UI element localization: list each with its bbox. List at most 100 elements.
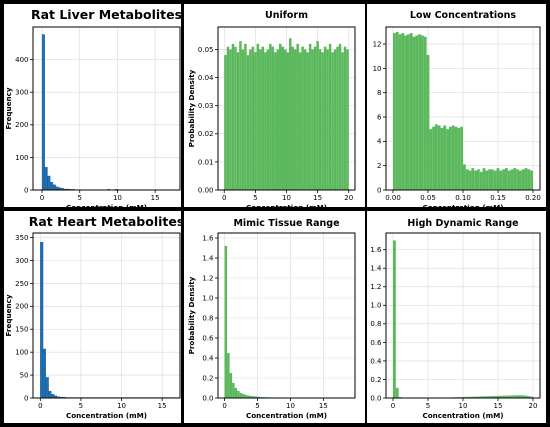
histogram-bar [244, 43, 247, 190]
y-tick-label: 200 [15, 121, 28, 129]
histogram-bar [519, 395, 522, 398]
histogram-bar [507, 170, 511, 190]
histogram-bar [437, 125, 441, 190]
y-tick-label: 0.02 [198, 130, 214, 138]
x-tick-label: 0.15 [490, 194, 506, 202]
histogram-bar [288, 38, 292, 190]
histogram-bar [477, 169, 480, 190]
histogram-bar [341, 52, 344, 190]
chart-panel-low: 0.00 0.05 0.10 0.15 0.20 0 2 4 6 8 10 12 Low Concent… [365, 2, 548, 212]
x-tick-label: 0 [38, 402, 42, 410]
histogram-bar [421, 35, 424, 191]
y-tick-label: 0.05 [198, 46, 214, 54]
x-axis-label: Concentration (mM) [66, 203, 147, 212]
histogram-bar [44, 167, 48, 191]
x-tick-label: 0.10 [455, 194, 471, 202]
histogram-bar [398, 34, 402, 190]
histogram-bar [301, 46, 304, 190]
histogram-bar [51, 394, 55, 399]
y-tick-label: 100 [15, 349, 28, 357]
y-tick-label: 50 [20, 371, 29, 379]
histogram-bar [321, 52, 324, 190]
histogram-bar [239, 41, 242, 190]
y-tick-label: 150 [15, 326, 28, 334]
histogram-bar [234, 388, 238, 398]
histogram-bar [493, 395, 497, 398]
histogram-bar [530, 396, 533, 398]
x-tick-label: 0.20 [525, 194, 541, 202]
y-tick-label: 10 [373, 65, 382, 73]
panel-border [365, 209, 548, 425]
x-tick-label: 15 [319, 402, 328, 410]
histogram-bar [510, 395, 514, 398]
histogram-bar [343, 46, 347, 190]
plot-area [33, 233, 180, 398]
histogram-bar [271, 46, 275, 190]
histogram-bar [393, 33, 396, 190]
histogram-bar [521, 395, 525, 398]
histogram-bar [279, 43, 282, 190]
histogram-bar [488, 396, 491, 398]
y-tick-label: 0 [377, 186, 381, 194]
histogram-bar [463, 164, 466, 190]
histogram-bar [346, 49, 349, 191]
histogram-bar [491, 169, 494, 190]
y-tick-label: 0 [24, 394, 28, 402]
histogram-bar [229, 373, 233, 398]
histogram-bar [318, 49, 322, 191]
histogram-bar [311, 49, 314, 191]
histogram-bar [496, 168, 500, 190]
histogram-bar [326, 49, 329, 191]
histogram-bar [505, 395, 508, 398]
histogram-bar [247, 395, 250, 398]
x-tick-label: 10 [459, 402, 468, 410]
y-tick-label: 0.2 [202, 374, 213, 382]
histogram-bar [493, 170, 497, 190]
histogram-bar [412, 36, 416, 191]
histogram-bar [440, 127, 444, 190]
histogram-bar [249, 49, 252, 191]
y-tick-label: 1.2 [370, 283, 381, 291]
histogram-bar [479, 396, 483, 398]
y-tick-label: 1.6 [202, 234, 214, 242]
histogram-bar [252, 396, 255, 398]
histogram-bar [502, 395, 505, 398]
chart-title: Uniform [265, 10, 308, 21]
chart-panel-mimic: 0 5 10 15 0.0 0.2 0.4 0.6 0.8 1.0 1.2 1.4 1.6 Mimic T… [182, 209, 367, 425]
y-tick-label: 0.04 [198, 74, 214, 82]
x-tick-label: 0 [222, 402, 226, 410]
y-tick-label: 0.01 [198, 158, 214, 166]
histogram-bar [336, 46, 339, 190]
y-axis-label: Probability Density [187, 276, 196, 354]
histogram-bar [468, 170, 472, 190]
histogram-bar [482, 168, 486, 190]
y-tick-label: 0.00 [198, 186, 214, 194]
chart-title: Rat Heart Metabolites [29, 214, 185, 229]
y-tick-label: 1.4 [370, 265, 382, 273]
chart-title: Rat Liver Metabolites [31, 7, 182, 22]
histogram-bar [231, 43, 235, 190]
y-tick-label: 0.0 [370, 394, 381, 402]
x-tick-label: 10 [286, 402, 295, 410]
histogram-bar [227, 353, 230, 398]
histogram-bar [269, 43, 272, 190]
histogram-bar [527, 396, 531, 398]
histogram-bar [241, 49, 245, 191]
y-axis-label: Frequency [4, 294, 13, 336]
histogram-bar [237, 391, 240, 398]
histogram-bar [457, 127, 461, 190]
x-axis-label: Concentration (mM) [66, 411, 147, 420]
histogram-bar [47, 175, 51, 191]
histogram-bar [429, 129, 433, 190]
histogram-bar [449, 126, 452, 190]
histogram-bar [254, 52, 257, 190]
x-axis-label: Concentration (mM) [246, 203, 327, 212]
histogram-bar [242, 394, 245, 398]
histogram-bar [474, 396, 477, 398]
y-tick-label: 0.4 [370, 357, 382, 365]
histogram-bar [465, 169, 469, 190]
histogram-bar [519, 170, 522, 190]
histogram-bar [256, 43, 260, 190]
